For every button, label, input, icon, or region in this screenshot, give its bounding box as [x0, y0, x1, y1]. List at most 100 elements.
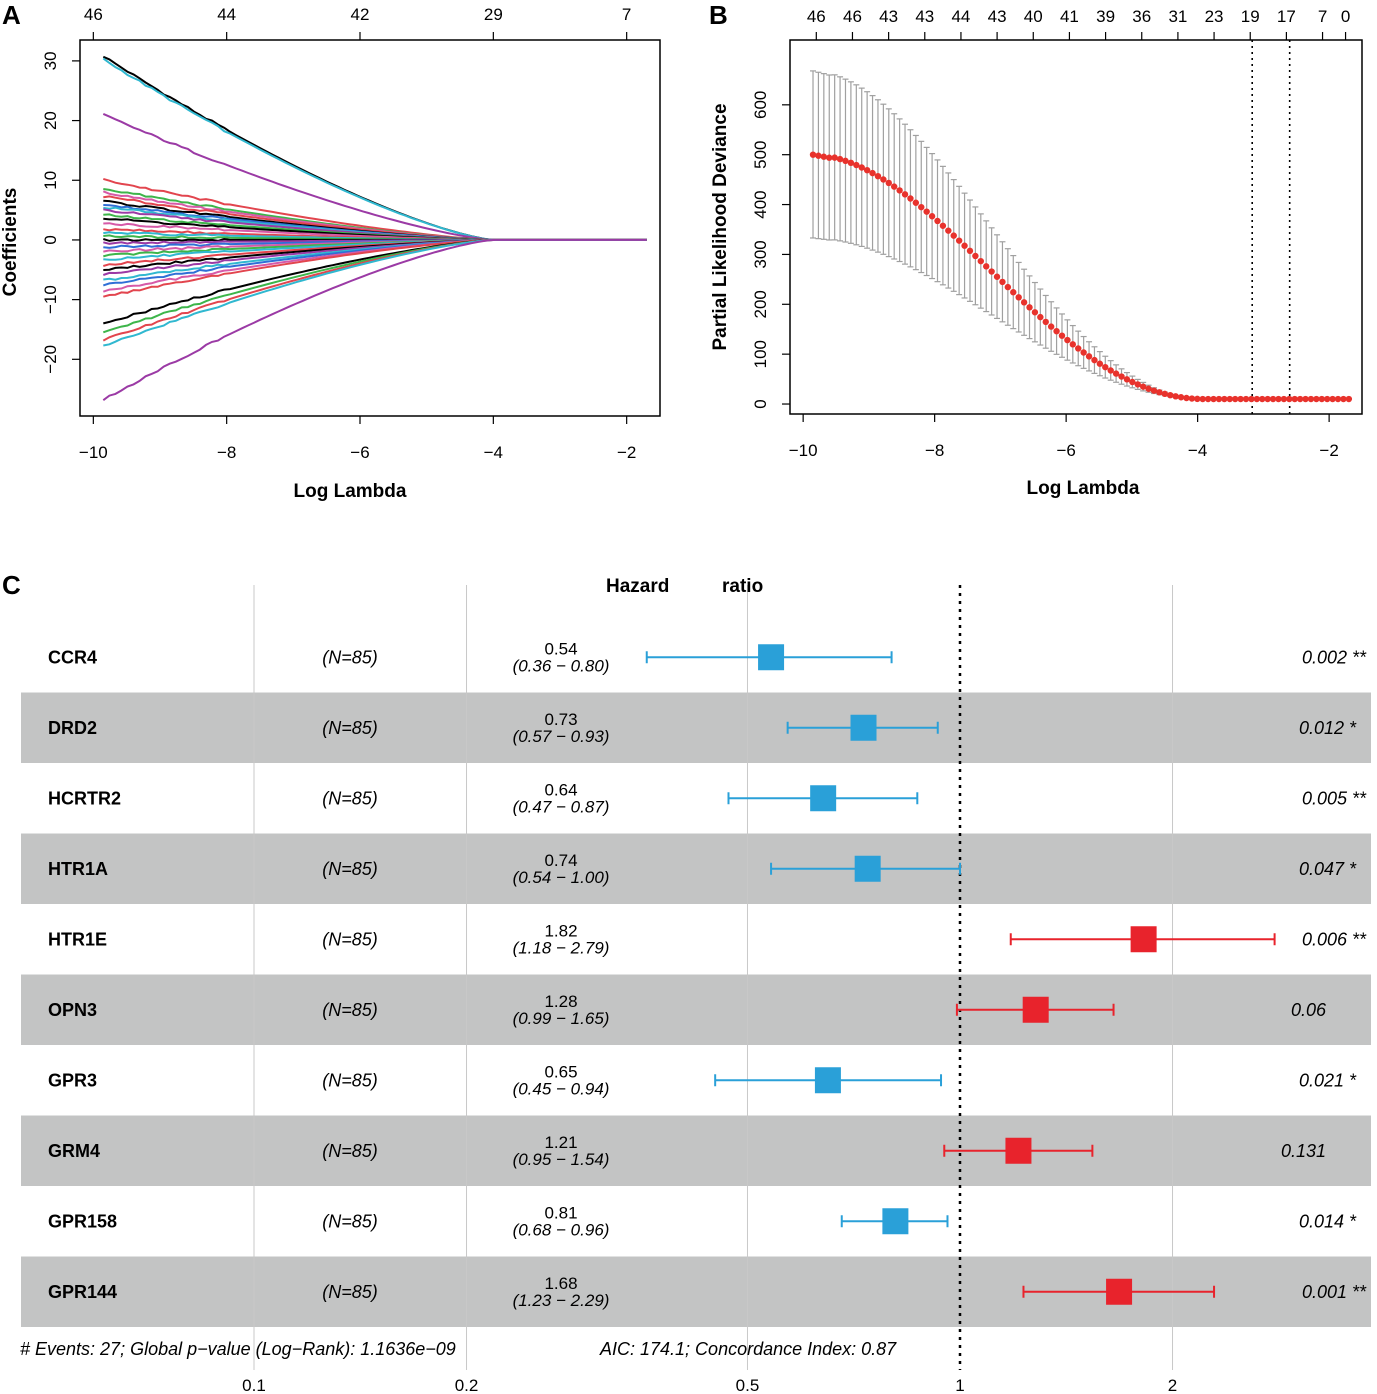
cv-point	[918, 203, 925, 211]
cv-point	[950, 232, 957, 239]
panel-a-ylabel: Coefficients	[0, 188, 21, 297]
cv-point	[815, 152, 822, 159]
row-shade	[21, 1115, 1371, 1186]
cv-point	[1259, 395, 1266, 403]
cv-point	[1037, 313, 1044, 321]
p-value: 0.014 *	[1299, 1211, 1357, 1231]
cv-point	[1215, 395, 1223, 403]
cv-point	[1080, 349, 1087, 356]
y-tick-label: 0	[751, 399, 770, 408]
cv-point	[1156, 389, 1163, 396]
cv-point	[977, 257, 984, 265]
top-tick-label: 36	[1132, 7, 1151, 26]
cv-point	[1204, 395, 1212, 403]
forest-row: OPN3 (N=85) 1.28(0.99 − 1.65) 0.06	[48, 992, 1327, 1028]
cv-point	[836, 155, 844, 163]
hr-square	[814, 1067, 841, 1094]
cv-point	[1210, 395, 1217, 403]
cv-point	[863, 166, 871, 174]
sample-size: (N=85)	[322, 1141, 378, 1161]
top-tick-label: 44	[217, 5, 236, 24]
y-tick-label: 100	[751, 340, 770, 368]
cv-point	[1231, 395, 1239, 403]
panel-b-top-ticks: 46 46 43 43 44 43 40 41 39 36 31 23 19 17 7 0	[807, 7, 1350, 40]
cv-point	[1042, 318, 1049, 326]
top-tick-label: 40	[1024, 7, 1043, 26]
hr-ci: (0.99 − 1.65)	[513, 1009, 610, 1028]
sample-size: (N=85)	[322, 788, 378, 808]
cv-point	[993, 273, 1001, 280]
cv-point	[1264, 395, 1271, 403]
panel-a-frame	[79, 39, 661, 417]
sample-size: (N=85)	[322, 929, 378, 949]
cv-point	[1058, 332, 1066, 339]
top-tick-label: 23	[1205, 7, 1224, 26]
cv-point	[1340, 395, 1347, 403]
y-tick-label: 200	[751, 290, 770, 318]
forest-row: HTR1A (N=85) 0.74(0.54 − 1.00) 0.047 *	[48, 851, 1357, 887]
cv-point	[1324, 395, 1331, 403]
cv-point	[1194, 395, 1201, 403]
panel-b-letter: B	[709, 0, 728, 30]
cv-point	[1248, 395, 1255, 403]
p-value: 0.021 *	[1299, 1070, 1357, 1090]
cv-point	[955, 237, 963, 244]
x-tick-label: 1	[955, 1376, 964, 1394]
hr-ci: (0.57 − 0.93)	[513, 727, 610, 746]
cv-point	[1047, 323, 1055, 330]
hr-value: 0.65	[544, 1062, 577, 1081]
x-tick-label: −8	[217, 443, 236, 462]
top-tick-label: 43	[879, 7, 898, 26]
cv-point	[1296, 395, 1304, 403]
cv-point	[1075, 345, 1082, 352]
hr-value: 0.64	[544, 780, 577, 799]
top-tick-label: 29	[484, 5, 503, 24]
x-tick-label: −2	[1319, 441, 1338, 460]
cv-point	[1085, 353, 1093, 360]
cv-point	[1188, 395, 1196, 402]
footer-aic: AIC: 174.1; Concordance Index: 0.87	[599, 1339, 897, 1359]
forest-row: GPR3 (N=85) 0.65(0.45 − 0.94) 0.021 *	[48, 1062, 1357, 1098]
gene-label: HTR1A	[48, 859, 108, 879]
cv-point	[1118, 373, 1125, 380]
hr-ci: (0.36 − 0.80)	[513, 656, 610, 675]
cv-point	[1307, 395, 1315, 403]
top-tick-label: 19	[1241, 7, 1260, 26]
cv-point	[1329, 395, 1336, 403]
y-tick-label: −10	[41, 285, 60, 314]
cv-point	[874, 172, 882, 180]
cv-point	[1145, 385, 1152, 392]
cv-point	[1134, 381, 1141, 388]
top-tick-label: 46	[843, 7, 862, 26]
hr-ci: (0.68 − 0.96)	[513, 1220, 610, 1239]
cv-point	[1020, 299, 1028, 306]
cv-point	[1010, 289, 1017, 296]
hr-value: 0.73	[544, 710, 577, 729]
forest-row: GRM4 (N=85) 1.21(0.95 − 1.54) 0.131	[48, 1133, 1326, 1169]
hr-ci: (0.45 − 0.94)	[513, 1079, 610, 1098]
top-tick-label: 41	[1060, 7, 1079, 26]
row-shade	[21, 692, 1371, 763]
cv-point	[1221, 395, 1228, 403]
panel-c-letter: C	[2, 570, 21, 600]
hr-value: 1.68	[544, 1274, 577, 1293]
hr-ci: (0.47 − 0.87)	[513, 797, 610, 816]
y-tick-label: 20	[41, 111, 60, 130]
panel-a-y-ticks: 30 20 10 0 −10 −20	[41, 51, 80, 374]
cv-point	[885, 179, 892, 187]
cv-point	[1226, 395, 1233, 403]
coefficient-path	[102, 238, 647, 342]
top-tick-label: 17	[1277, 7, 1296, 26]
gene-label: HCRTR2	[48, 788, 121, 808]
cv-point	[1096, 360, 1104, 367]
footer-events: # Events: 27; Global p−value (Log−Rank):…	[20, 1339, 456, 1359]
panel-a-x-ticks: −10 −8 −6 −4 −2	[79, 416, 636, 462]
cv-point	[869, 169, 876, 177]
cv-point	[1183, 394, 1190, 402]
hr-value: 0.74	[544, 851, 577, 870]
forest-x-ticks: 0.1 0.2 0.5 1 2	[242, 1376, 1177, 1394]
gene-label: CCR4	[48, 647, 97, 667]
p-value: 0.005 **	[1302, 788, 1367, 808]
cv-point	[880, 176, 887, 183]
forest-row: DRD2 (N=85) 0.73(0.57 − 0.93) 0.012 *	[48, 710, 1357, 746]
